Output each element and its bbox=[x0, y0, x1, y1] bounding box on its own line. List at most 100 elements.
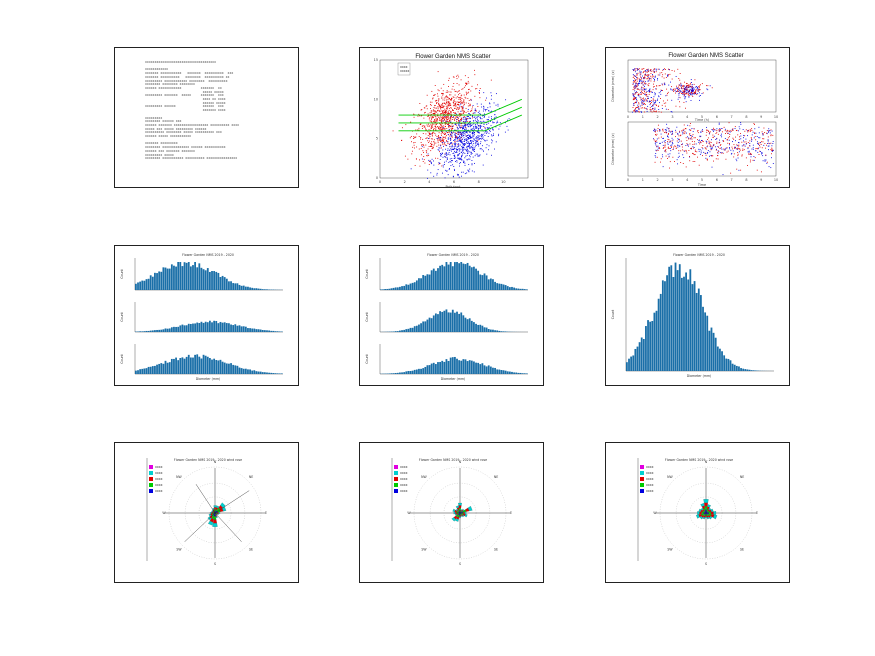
data-point bbox=[654, 111, 656, 112]
data-point bbox=[463, 135, 465, 137]
data-point bbox=[444, 111, 446, 112]
histogram-bar bbox=[456, 311, 458, 332]
chart-svg: Flower Garden NMS Scatter001122334455667… bbox=[611, 53, 778, 187]
data-point bbox=[466, 124, 468, 125]
data-point bbox=[461, 88, 463, 90]
data-point bbox=[715, 146, 717, 148]
data-point bbox=[457, 138, 458, 140]
data-point bbox=[679, 92, 681, 94]
data-point bbox=[466, 158, 468, 160]
data-point bbox=[498, 128, 500, 130]
data-point bbox=[638, 68, 639, 70]
data-point bbox=[467, 142, 469, 144]
data-point bbox=[649, 109, 651, 111]
data-point bbox=[437, 108, 439, 110]
data-point bbox=[643, 99, 645, 101]
data-point bbox=[448, 168, 450, 169]
histogram-bar bbox=[498, 369, 501, 374]
data-point bbox=[452, 110, 454, 111]
data-point bbox=[431, 133, 433, 135]
data-point bbox=[457, 128, 459, 130]
data-point bbox=[442, 128, 444, 130]
rose-petal-segment bbox=[697, 511, 700, 515]
data-point bbox=[466, 119, 468, 120]
data-point bbox=[656, 138, 658, 140]
data-point bbox=[443, 97, 445, 99]
data-point bbox=[441, 147, 442, 149]
data-point bbox=[473, 116, 475, 118]
data-point bbox=[437, 157, 439, 159]
data-point bbox=[418, 148, 420, 150]
data-point bbox=[441, 129, 443, 131]
histogram-bar bbox=[219, 359, 222, 374]
data-point bbox=[723, 148, 725, 150]
data-point bbox=[461, 107, 463, 109]
histogram-bar bbox=[733, 364, 736, 371]
data-point bbox=[644, 77, 646, 79]
data-point bbox=[424, 111, 426, 113]
data-point bbox=[461, 137, 463, 139]
data-point bbox=[469, 151, 471, 153]
data-point bbox=[456, 130, 458, 132]
data-point bbox=[455, 103, 457, 105]
data-point bbox=[436, 172, 438, 174]
data-point bbox=[477, 131, 479, 133]
data-point bbox=[714, 129, 716, 131]
data-point bbox=[469, 156, 471, 158]
data-point bbox=[723, 126, 725, 128]
data-point bbox=[456, 108, 458, 110]
data-point bbox=[447, 116, 449, 118]
data-point bbox=[679, 131, 681, 133]
data-point bbox=[494, 117, 496, 119]
data-point bbox=[466, 159, 468, 161]
data-point bbox=[422, 144, 424, 146]
data-point bbox=[669, 73, 671, 75]
data-point bbox=[632, 99, 634, 101]
data-point bbox=[450, 91, 452, 93]
histogram-bar bbox=[428, 274, 431, 290]
data-point bbox=[457, 124, 459, 126]
data-point bbox=[658, 111, 660, 113]
data-point bbox=[469, 105, 471, 107]
rose-petal-segment bbox=[451, 517, 456, 522]
data-point bbox=[471, 143, 473, 145]
data-point bbox=[720, 147, 722, 149]
data-point bbox=[642, 93, 644, 94]
histogram-bar bbox=[192, 323, 194, 332]
data-point bbox=[459, 148, 461, 150]
data-point bbox=[442, 156, 444, 158]
data-point bbox=[459, 105, 461, 107]
data-point bbox=[661, 76, 663, 78]
data-point bbox=[460, 141, 462, 142]
data-point bbox=[447, 103, 449, 105]
y-tick-label: 5 bbox=[376, 137, 378, 141]
data-point bbox=[423, 156, 425, 158]
data-point bbox=[683, 130, 685, 132]
histogram-bar bbox=[168, 328, 171, 332]
data-point bbox=[435, 123, 437, 125]
histogram-bar bbox=[232, 364, 235, 374]
data-point bbox=[768, 128, 770, 130]
data-point bbox=[463, 100, 465, 102]
data-point bbox=[735, 136, 737, 138]
y-axis-label: Count bbox=[120, 269, 124, 279]
data-point bbox=[648, 74, 650, 76]
data-point bbox=[444, 163, 445, 165]
data-point bbox=[716, 138, 718, 140]
data-point bbox=[645, 91, 647, 93]
data-point bbox=[696, 87, 698, 89]
rose-petal-segment bbox=[209, 512, 212, 514]
histogram-bar bbox=[204, 270, 207, 290]
data-point bbox=[760, 151, 762, 153]
data-point bbox=[466, 119, 468, 121]
data-point bbox=[471, 136, 472, 138]
data-point bbox=[439, 154, 441, 156]
data-point bbox=[636, 77, 637, 79]
data-point bbox=[669, 141, 671, 143]
data-point bbox=[444, 134, 446, 135]
legend-swatch bbox=[394, 465, 398, 469]
data-point bbox=[431, 148, 433, 150]
data-point bbox=[652, 99, 654, 101]
data-point bbox=[648, 79, 650, 81]
data-point bbox=[462, 117, 464, 119]
